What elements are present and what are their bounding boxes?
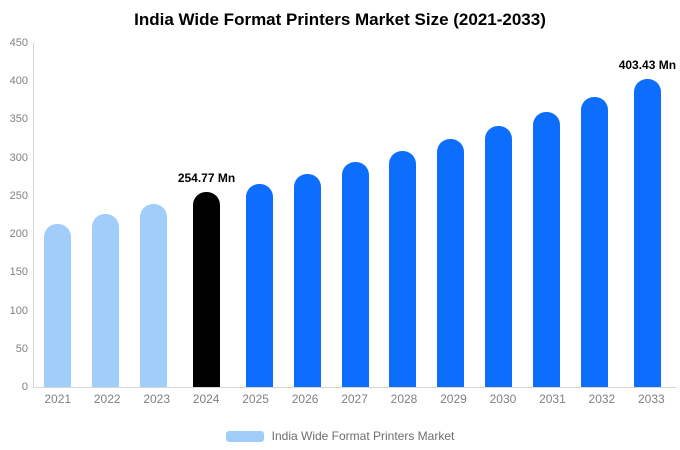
bar-2027[interactable] [341, 162, 369, 387]
x-tick-label: 2032 [588, 392, 616, 406]
bar-2022[interactable] [92, 214, 120, 387]
y-tick-label: 0 [21, 381, 28, 393]
bar-2033[interactable] [633, 78, 661, 387]
bar-slot [331, 43, 379, 387]
x-tick-label: 2028 [390, 392, 418, 406]
bar-slot [523, 43, 571, 387]
y-tick-label: 150 [9, 266, 28, 279]
bar-slot [130, 43, 178, 387]
bar-value-label: 254.77 Mn [177, 171, 236, 186]
x-tick-label: 2033 [638, 392, 665, 406]
bar-2032[interactable] [581, 96, 609, 387]
x-tick-label: 2022 [93, 392, 121, 406]
bar-2031[interactable] [533, 111, 561, 387]
y-tick-label: 200 [9, 228, 28, 241]
legend-swatch-icon [225, 430, 264, 442]
bar-2028[interactable] [389, 150, 417, 387]
bar-slot: 403.43 Mn [619, 43, 676, 387]
bar-slot [235, 43, 283, 387]
x-tick-label: 2030 [489, 392, 517, 406]
x-tick-label: 2023 [143, 392, 171, 406]
x-tick-label: 2025 [242, 392, 269, 406]
x-tick-label: 2021 [44, 392, 72, 406]
legend[interactable]: India Wide Format Printers Market [0, 429, 680, 443]
bar-slot [475, 43, 523, 387]
bar-2029[interactable] [437, 138, 465, 387]
y-tick-label: 50 [15, 342, 28, 355]
x-tick-label: 2027 [341, 392, 368, 406]
x-tick-label: 2029 [440, 392, 467, 406]
bar-value-label: 403.43 Mn [618, 57, 677, 72]
bar-2021[interactable] [44, 224, 72, 387]
plot-area: 254.77 Mn 403.43 Mn [33, 43, 676, 388]
legend-label: India Wide Format Printers Market [271, 429, 455, 443]
y-tick-label: 250 [9, 189, 28, 202]
bar-slot: 254.77 Mn [178, 43, 235, 387]
y-axis: 0 50 100 150 200 250 300 350 400 450 [0, 37, 28, 393]
x-tick-label: 2024 [192, 392, 220, 406]
bar-slot [82, 43, 130, 387]
y-tick-label: 300 [9, 151, 28, 164]
bar-2024[interactable] [193, 192, 220, 387]
x-tick-label: 2031 [539, 392, 566, 406]
bar-slot [34, 43, 82, 387]
bar-2026[interactable] [293, 173, 321, 387]
bar-slot [571, 43, 619, 387]
bar-slot [283, 43, 331, 387]
y-tick-label: 450 [9, 37, 28, 49]
bar-slot [427, 43, 475, 387]
x-tick-label: 2026 [291, 392, 319, 406]
x-axis: 2021 2022 2023 2024 2025 2026 2027 2028 2029 2030… [33, 392, 676, 406]
bar-slot [379, 43, 427, 387]
y-tick-label: 350 [9, 113, 28, 126]
y-tick-label: 100 [9, 304, 28, 317]
bar-2025[interactable] [245, 183, 273, 387]
bar-2030[interactable] [485, 125, 513, 387]
chart-title: India Wide Format Printers Market Size (… [134, 10, 546, 29]
y-tick-label: 400 [9, 75, 28, 88]
bar-2023[interactable] [140, 203, 168, 387]
